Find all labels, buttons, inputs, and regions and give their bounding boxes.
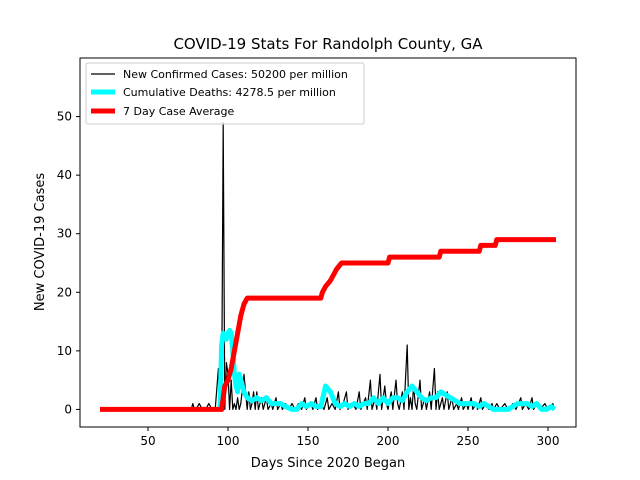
x-axis: 50 100 150 200 250 300 <box>140 427 559 448</box>
legend-box <box>85 62 365 125</box>
y-axis: 0 10 20 30 40 50 <box>57 110 80 416</box>
legend-label-cumulative-deaths: Cumulative Deaths: 4278.5 per million <box>123 86 336 99</box>
plot-area <box>100 121 557 412</box>
legend-label-new-cases: New Confirmed Cases: 50200 per million <box>123 68 348 81</box>
chart-title: COVID-19 Stats For Randolph County, GA <box>173 35 483 53</box>
series-line-1 <box>217 327 557 412</box>
y-tick-label: 40 <box>57 168 72 182</box>
y-tick-label: 10 <box>57 344 72 358</box>
x-axis-label: Days Since 2020 Began <box>251 456 406 471</box>
legend: New Confirmed Cases: 50200 per million C… <box>85 62 365 125</box>
x-tick-label: 300 <box>537 434 560 448</box>
x-tick-label: 100 <box>217 434 240 448</box>
x-tick-label: 250 <box>457 434 480 448</box>
x-tick-label: 50 <box>140 434 155 448</box>
axes-frame <box>79 57 577 428</box>
y-axis-label: New COVID-19 Cases <box>33 173 48 311</box>
y-tick-label: 50 <box>57 110 72 124</box>
x-tick-label: 200 <box>377 434 400 448</box>
y-tick-label: 0 <box>64 402 72 416</box>
y-tick-label: 30 <box>57 227 72 241</box>
series-line-2 <box>100 237 556 412</box>
legend-label-7-day-average: 7 Day Case Average <box>123 105 235 118</box>
x-tick-label: 150 <box>297 434 320 448</box>
y-tick-label: 20 <box>57 285 72 299</box>
